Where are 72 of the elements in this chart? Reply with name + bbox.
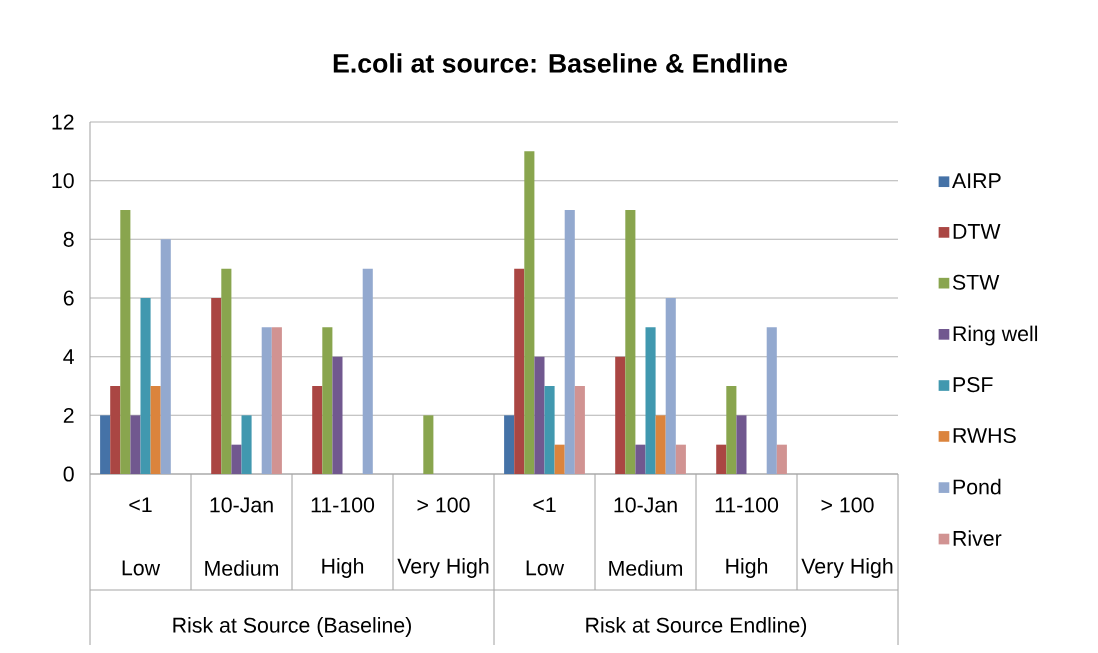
text: Risk at Source (Baseline) <box>173 617 411 637</box>
text: Risk at Source Endline) <box>586 617 807 637</box>
bar <box>776 444 787 475</box>
bar <box>261 327 272 475</box>
y-tick-label: 10 <box>52 173 74 189</box>
bar <box>423 415 434 475</box>
bar <box>221 268 232 475</box>
chart-title: E.coli at source: Baseline & Endline <box>333 53 788 73</box>
text: Low <box>526 560 565 576</box>
y-tick-label: 12 <box>52 114 74 130</box>
y-tick-label: 4 <box>63 349 74 365</box>
bar <box>322 327 333 475</box>
bar <box>160 239 171 475</box>
y-tick-label: 0 <box>63 466 74 482</box>
bar <box>726 386 737 475</box>
bar <box>554 444 565 475</box>
legend-label: DTW <box>953 224 1001 239</box>
bar <box>675 444 686 475</box>
legend-label: Ring well <box>953 325 1038 346</box>
bar <box>534 356 545 475</box>
bar <box>241 415 252 475</box>
legend-label: RWHS <box>953 427 1016 444</box>
bar <box>655 415 666 475</box>
x-tick-label: > 100 <box>821 497 874 513</box>
bar <box>615 356 626 475</box>
bar <box>645 327 656 475</box>
bar <box>766 327 777 475</box>
bar <box>110 386 121 475</box>
bar <box>130 415 141 475</box>
bar <box>100 415 111 475</box>
bar <box>140 298 151 475</box>
bar <box>625 210 636 475</box>
x-tick-label: <1 <box>533 497 556 513</box>
y-tick-label: 8 <box>63 231 74 247</box>
bar <box>574 386 585 475</box>
x-tick-label: <1 <box>129 497 152 513</box>
bar <box>635 444 646 475</box>
bar <box>120 210 131 475</box>
text: Very High <box>397 558 489 578</box>
x-tick-label: > 100 <box>417 497 470 513</box>
legend-label: River <box>953 530 1002 546</box>
bar <box>271 327 282 475</box>
bar <box>231 444 242 475</box>
text: Medium <box>609 560 683 576</box>
bar <box>564 210 575 475</box>
bar <box>362 268 373 475</box>
x-tick-label: 11-100 <box>715 497 779 513</box>
bar <box>544 386 555 475</box>
x-tick-label: 11-100 <box>311 497 375 513</box>
legend-label: Pond <box>953 478 1001 495</box>
bar <box>716 444 727 475</box>
text: High <box>726 558 768 578</box>
bar <box>150 386 161 475</box>
text: Very High <box>801 558 893 578</box>
bar <box>332 356 343 475</box>
text: High <box>322 558 364 578</box>
bar <box>524 151 535 475</box>
bar <box>504 415 515 475</box>
legend-label: STW <box>952 274 1000 290</box>
bar <box>665 298 676 475</box>
bar <box>211 298 222 475</box>
text: Medium <box>205 560 278 576</box>
x-tick-label: 10-Jan <box>614 497 677 513</box>
legend-label: AIRP <box>952 173 1001 189</box>
x-tick-label: 10-Jan <box>210 497 273 513</box>
bar <box>312 386 323 475</box>
bar <box>514 268 525 475</box>
bar <box>736 415 747 475</box>
y-tick-label: 2 <box>63 407 74 423</box>
text: Low <box>122 560 161 576</box>
y-tick-label: 6 <box>63 290 74 306</box>
legend-label: PSF <box>953 377 993 393</box>
